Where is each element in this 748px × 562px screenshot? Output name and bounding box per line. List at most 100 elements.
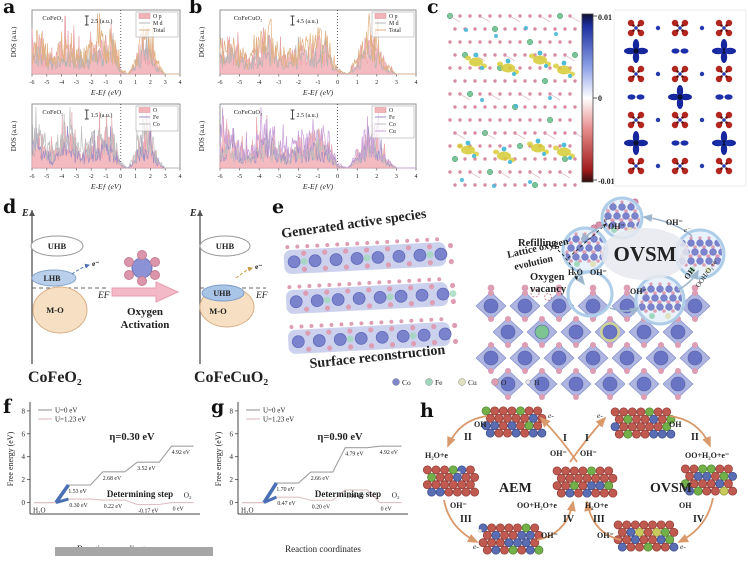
o-atom <box>448 170 452 174</box>
co-atom <box>434 247 448 261</box>
o-atom <box>483 105 487 109</box>
oh-label-4: OH⁻ <box>630 287 647 296</box>
y-tick-label: 4 <box>230 453 234 461</box>
isosurface-cyan <box>554 32 558 36</box>
x-tick-label: 1 <box>356 174 359 180</box>
red-core <box>632 167 635 170</box>
atom <box>606 209 610 213</box>
co-atom <box>371 251 385 264</box>
o-atom <box>563 79 567 83</box>
o-atom <box>503 105 507 109</box>
o-atom <box>363 247 370 253</box>
surface-o-atom <box>487 284 495 292</box>
blue-lobe <box>632 131 640 143</box>
legend-label: Co <box>389 122 396 128</box>
blue-dot <box>678 118 682 122</box>
red-charge-cluster <box>671 111 689 129</box>
atom <box>521 538 531 548</box>
x-tick-label: -5 <box>237 80 242 86</box>
h-aem-h2oe: H₂O+e <box>425 451 448 460</box>
legend-label-Cu: Cu <box>468 378 477 387</box>
panel-label-a: a <box>3 0 16 18</box>
atom <box>592 232 596 236</box>
panel-label-b: b <box>189 0 203 18</box>
x-tick-label: 0 <box>119 174 122 180</box>
metal-atom <box>500 376 516 392</box>
atom <box>513 523 522 533</box>
bond <box>559 171 571 179</box>
panel-e-mechanism: Co Fe Cu O H Generated active species Surfac… <box>280 196 726 400</box>
atom <box>611 218 615 222</box>
h-ovsm-h2oe: H₂O+e <box>585 501 608 510</box>
atom <box>478 538 488 548</box>
blue-lobe <box>636 94 645 100</box>
electron-label-cycle1: e⁻ <box>684 227 691 234</box>
atom <box>574 250 578 254</box>
h-ovsm-oo: OO+H₂O+e⁻ <box>685 451 729 460</box>
y-axis-label: Free energy (eV) <box>214 431 223 486</box>
panel-label-d: d <box>3 196 17 218</box>
o-atom <box>389 342 396 348</box>
x-tick-label: 4 <box>415 174 418 180</box>
o-atom <box>528 118 532 122</box>
metal-atom <box>602 324 618 340</box>
oh-label-1: OH⁻ <box>608 222 625 231</box>
atom <box>587 241 591 245</box>
co-atom <box>291 335 305 349</box>
o-atom <box>458 40 462 44</box>
vacancy-site <box>530 288 540 298</box>
atom <box>705 267 711 273</box>
co-atom <box>438 327 452 341</box>
atom <box>728 486 738 496</box>
isosurface-yellow <box>461 145 475 155</box>
atom <box>647 303 655 311</box>
dos-title: CoFeO₂ <box>42 15 63 22</box>
dos-chart-cofeo2-element: -6 -5 -4 -3 -2 -1 0 1 2 3 4 E-Eƒ (eV) DOS (a.u.) CoFe… <box>10 103 182 191</box>
co-atom <box>329 253 343 266</box>
atom <box>552 481 562 491</box>
fe-atom <box>346 335 354 343</box>
atom <box>693 471 703 481</box>
o-atom <box>447 243 454 249</box>
o-atom <box>568 92 572 96</box>
metal-atom <box>636 324 652 340</box>
blue-dot <box>722 72 726 76</box>
atom <box>680 464 690 474</box>
o-atom <box>548 170 552 174</box>
x-tick-label: 4 <box>415 80 418 86</box>
o-atom-row <box>369 320 374 325</box>
atom <box>618 203 626 211</box>
x-tick-label: -2 <box>89 174 94 180</box>
o-atom <box>553 53 557 57</box>
red-core <box>720 29 723 32</box>
y-tick-label: 8 <box>22 407 26 415</box>
isosurface-cyan <box>568 74 572 78</box>
bond <box>469 171 481 179</box>
dos-line-M d <box>219 34 416 75</box>
isosurface-cyan <box>528 180 532 184</box>
atom <box>645 422 654 432</box>
atom <box>662 309 666 313</box>
red-core <box>720 75 723 78</box>
x-axis-label: E-Eƒ (eV) <box>302 88 334 97</box>
energy-axis-label-right: E <box>189 208 197 219</box>
atom <box>649 429 659 439</box>
metal-atom <box>517 350 533 366</box>
blue-dot <box>699 163 705 169</box>
isosurface-cyan <box>505 58 511 64</box>
atom <box>662 291 666 295</box>
atom <box>594 244 602 252</box>
atom <box>622 212 630 220</box>
panel-c-charge-density: 0.01 0 -0.01 <box>446 9 747 189</box>
o-atom <box>513 27 517 31</box>
metal-atom <box>517 298 533 314</box>
o-atom <box>553 157 557 161</box>
red-core <box>720 167 723 170</box>
red-charge-cluster <box>671 65 689 83</box>
atom <box>517 530 527 540</box>
o-atom <box>343 248 349 254</box>
fe-atom <box>300 257 308 265</box>
blue-dot <box>634 118 638 122</box>
compound-left: CoFeO₂ <box>28 369 82 386</box>
dos-line-Cu <box>219 107 416 169</box>
